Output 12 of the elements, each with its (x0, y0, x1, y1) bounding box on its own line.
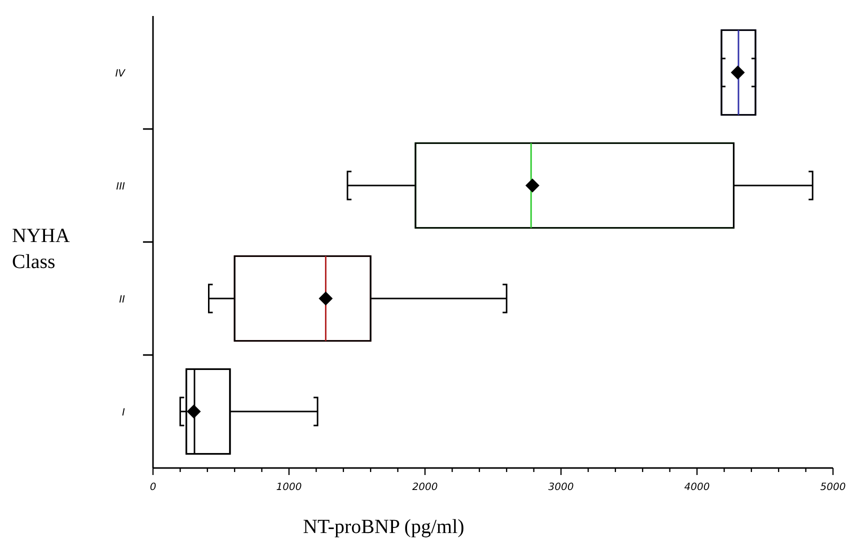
x-tick-label: 5000 (820, 482, 846, 493)
y-tick-label: IV (115, 68, 126, 80)
x-tick-label: 4000 (684, 482, 710, 493)
y-tick-label: III (116, 182, 126, 192)
x-tick-label: 2000 (412, 482, 438, 493)
x-tick-label: 3000 (548, 482, 574, 493)
x-tick-label: 0 (150, 482, 156, 493)
x-axis-title: NT-proBNP (pg/ml) (303, 516, 464, 538)
y-axis-title: NYHA Class (12, 225, 70, 273)
y-tick-label: II (119, 294, 126, 306)
x-tick-label: 1000 (276, 482, 302, 493)
y-tick-label: I (122, 408, 126, 418)
